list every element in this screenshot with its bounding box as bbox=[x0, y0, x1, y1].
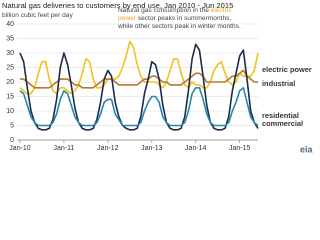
y-tick-label: 10 bbox=[6, 108, 14, 115]
annotation-text: Natural gas consumption in the bbox=[118, 7, 211, 14]
annotation-text: electric bbox=[211, 7, 233, 14]
series-label: commercial bbox=[262, 119, 303, 128]
x-tick-label: Jan-13 bbox=[141, 145, 163, 152]
x-tick-label: Jan-10 bbox=[9, 145, 31, 152]
series-label: industrial bbox=[262, 79, 295, 88]
x-tick-label: Jan-14 bbox=[185, 145, 207, 152]
line-series bbox=[19, 40, 259, 95]
chart-subtitle: billion cubic feet per day bbox=[2, 12, 73, 19]
chart-title: Natural gas deliveries to customers by e… bbox=[2, 1, 233, 10]
annotation-text: power bbox=[118, 15, 137, 22]
series-label: residential bbox=[262, 111, 299, 120]
series-label: electric power bbox=[262, 65, 312, 74]
y-tick-label: 0 bbox=[10, 137, 14, 144]
chart: Natural gas deliveries to customers by e… bbox=[2, 1, 314, 154]
x-tick-label: Jan-15 bbox=[229, 145, 251, 152]
y-tick-label: 40 bbox=[6, 21, 14, 28]
y-tick-label: 25 bbox=[6, 64, 14, 71]
y-tick-label: 5 bbox=[10, 122, 14, 129]
y-tick-label: 30 bbox=[6, 50, 14, 57]
x-tick-label: Jan-11 bbox=[53, 145, 74, 152]
annotation-text: sector peaks in summermonths, bbox=[136, 15, 231, 22]
y-tick-label: 15 bbox=[6, 93, 14, 100]
line-series bbox=[19, 87, 259, 127]
line-series bbox=[19, 43, 259, 131]
annotation-text: while other sectors peak in winter month… bbox=[117, 23, 241, 30]
logo: eia bbox=[300, 144, 314, 154]
y-tick-label: 20 bbox=[6, 79, 14, 86]
y-tick-label: 35 bbox=[6, 35, 14, 42]
annotation: Natural gas consumption in the electric p… bbox=[117, 7, 241, 30]
x-tick-label: Jan-12 bbox=[97, 145, 119, 152]
